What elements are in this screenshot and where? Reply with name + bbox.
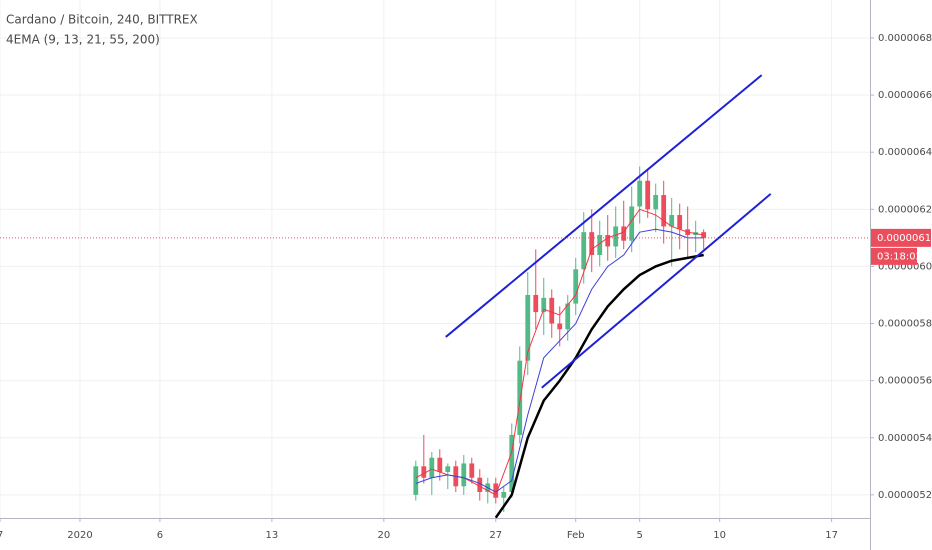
- candle-body: [645, 180, 651, 210]
- chart-title: Cardano / Bitcoin, 240, BITTREX: [6, 13, 198, 27]
- x-tick-label: 13: [266, 530, 279, 541]
- candle-body: [573, 269, 579, 304]
- ema-line: [494, 253, 704, 519]
- x-tick-label: 27: [489, 530, 502, 541]
- candle-body: [549, 297, 555, 324]
- candle-body: [565, 303, 571, 330]
- candle-body: [621, 226, 627, 241]
- x-tick-label: 7: [0, 530, 3, 541]
- plot: [0, 74, 870, 519]
- candle-body: [581, 232, 587, 270]
- y-tick-label: 0.00000680: [878, 33, 932, 44]
- candle-body: [669, 215, 675, 227]
- candle-body: [637, 180, 643, 207]
- candle-body: [597, 235, 603, 256]
- candle-body: [477, 477, 483, 493]
- candle-body: [557, 323, 563, 330]
- candle-body: [661, 195, 667, 227]
- grid: [0, 0, 870, 518]
- candle-body: [509, 434, 515, 493]
- x-tick-label: Feb: [567, 530, 585, 541]
- x-tick-label: 6: [157, 530, 163, 541]
- indicator-label: 4EMA (9, 13, 21, 55, 200): [6, 33, 160, 47]
- trend-line: [445, 74, 763, 338]
- candle-body: [605, 235, 611, 247]
- price-label-box: [871, 228, 931, 247]
- candle-body: [701, 232, 707, 238]
- x-tick-label: 20: [377, 530, 390, 541]
- candle-body: [517, 360, 523, 435]
- candle-body: [501, 492, 507, 498]
- candle-body: [653, 195, 659, 210]
- x-tick-label: 2020: [67, 530, 92, 541]
- candle-body: [437, 457, 443, 473]
- candle-body: [493, 483, 499, 498]
- candle-body: [469, 463, 475, 478]
- x-tick-label: 10: [713, 530, 726, 541]
- candle-body: [461, 463, 467, 487]
- candle-body: [413, 466, 419, 495]
- countdown-box: [871, 247, 917, 265]
- trend-line: [541, 193, 772, 389]
- candle-body: [429, 457, 435, 478]
- price-label: 0.00000610: [877, 233, 932, 244]
- candle-body: [677, 215, 683, 230]
- x-tick-label: 5: [637, 530, 643, 541]
- x-tick-label: 17: [825, 530, 838, 541]
- candle-body: [525, 294, 531, 361]
- candle-body: [445, 466, 451, 473]
- candle-body: [589, 232, 595, 256]
- ema-line: [415, 228, 704, 493]
- candle-body: [629, 206, 635, 241]
- candle-body: [533, 294, 539, 313]
- candle-body: [421, 466, 427, 478]
- candle-body: [541, 297, 547, 313]
- countdown-label: 03:18:03: [877, 251, 922, 262]
- candle-body: [613, 226, 619, 247]
